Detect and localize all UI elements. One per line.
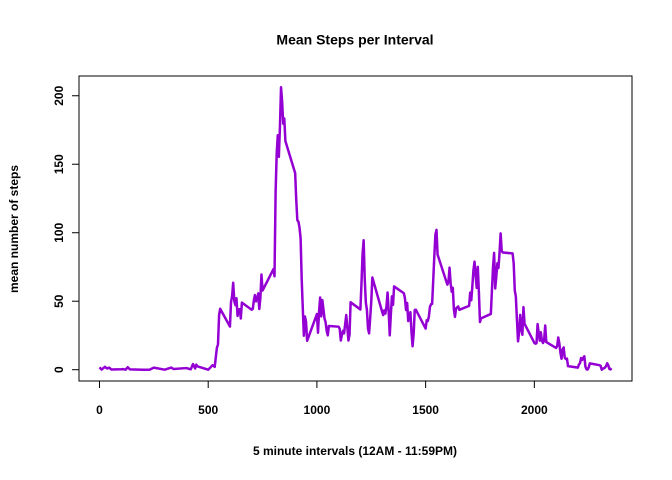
y-tick-label: 0 bbox=[52, 366, 66, 373]
y-axis-label: mean number of steps bbox=[7, 165, 21, 293]
chart-title: Mean Steps per Interval bbox=[276, 32, 433, 48]
y-tick-label: 50 bbox=[52, 294, 66, 308]
x-tick-label: 1500 bbox=[412, 403, 439, 417]
data-line bbox=[98, 86, 613, 371]
y-tick-label: 150 bbox=[52, 154, 66, 174]
plot-box bbox=[78, 75, 633, 382]
y-tick-label: 200 bbox=[52, 85, 66, 105]
x-axis-label: 5 minute intervals (12AM - 11:59PM) bbox=[253, 444, 457, 458]
x-tick-label: 500 bbox=[198, 403, 218, 417]
x-tick-label: 2000 bbox=[521, 403, 548, 417]
x-tick-label: 1000 bbox=[304, 403, 331, 417]
x-tick-label: 0 bbox=[96, 403, 103, 417]
y-tick-label: 100 bbox=[52, 222, 66, 242]
